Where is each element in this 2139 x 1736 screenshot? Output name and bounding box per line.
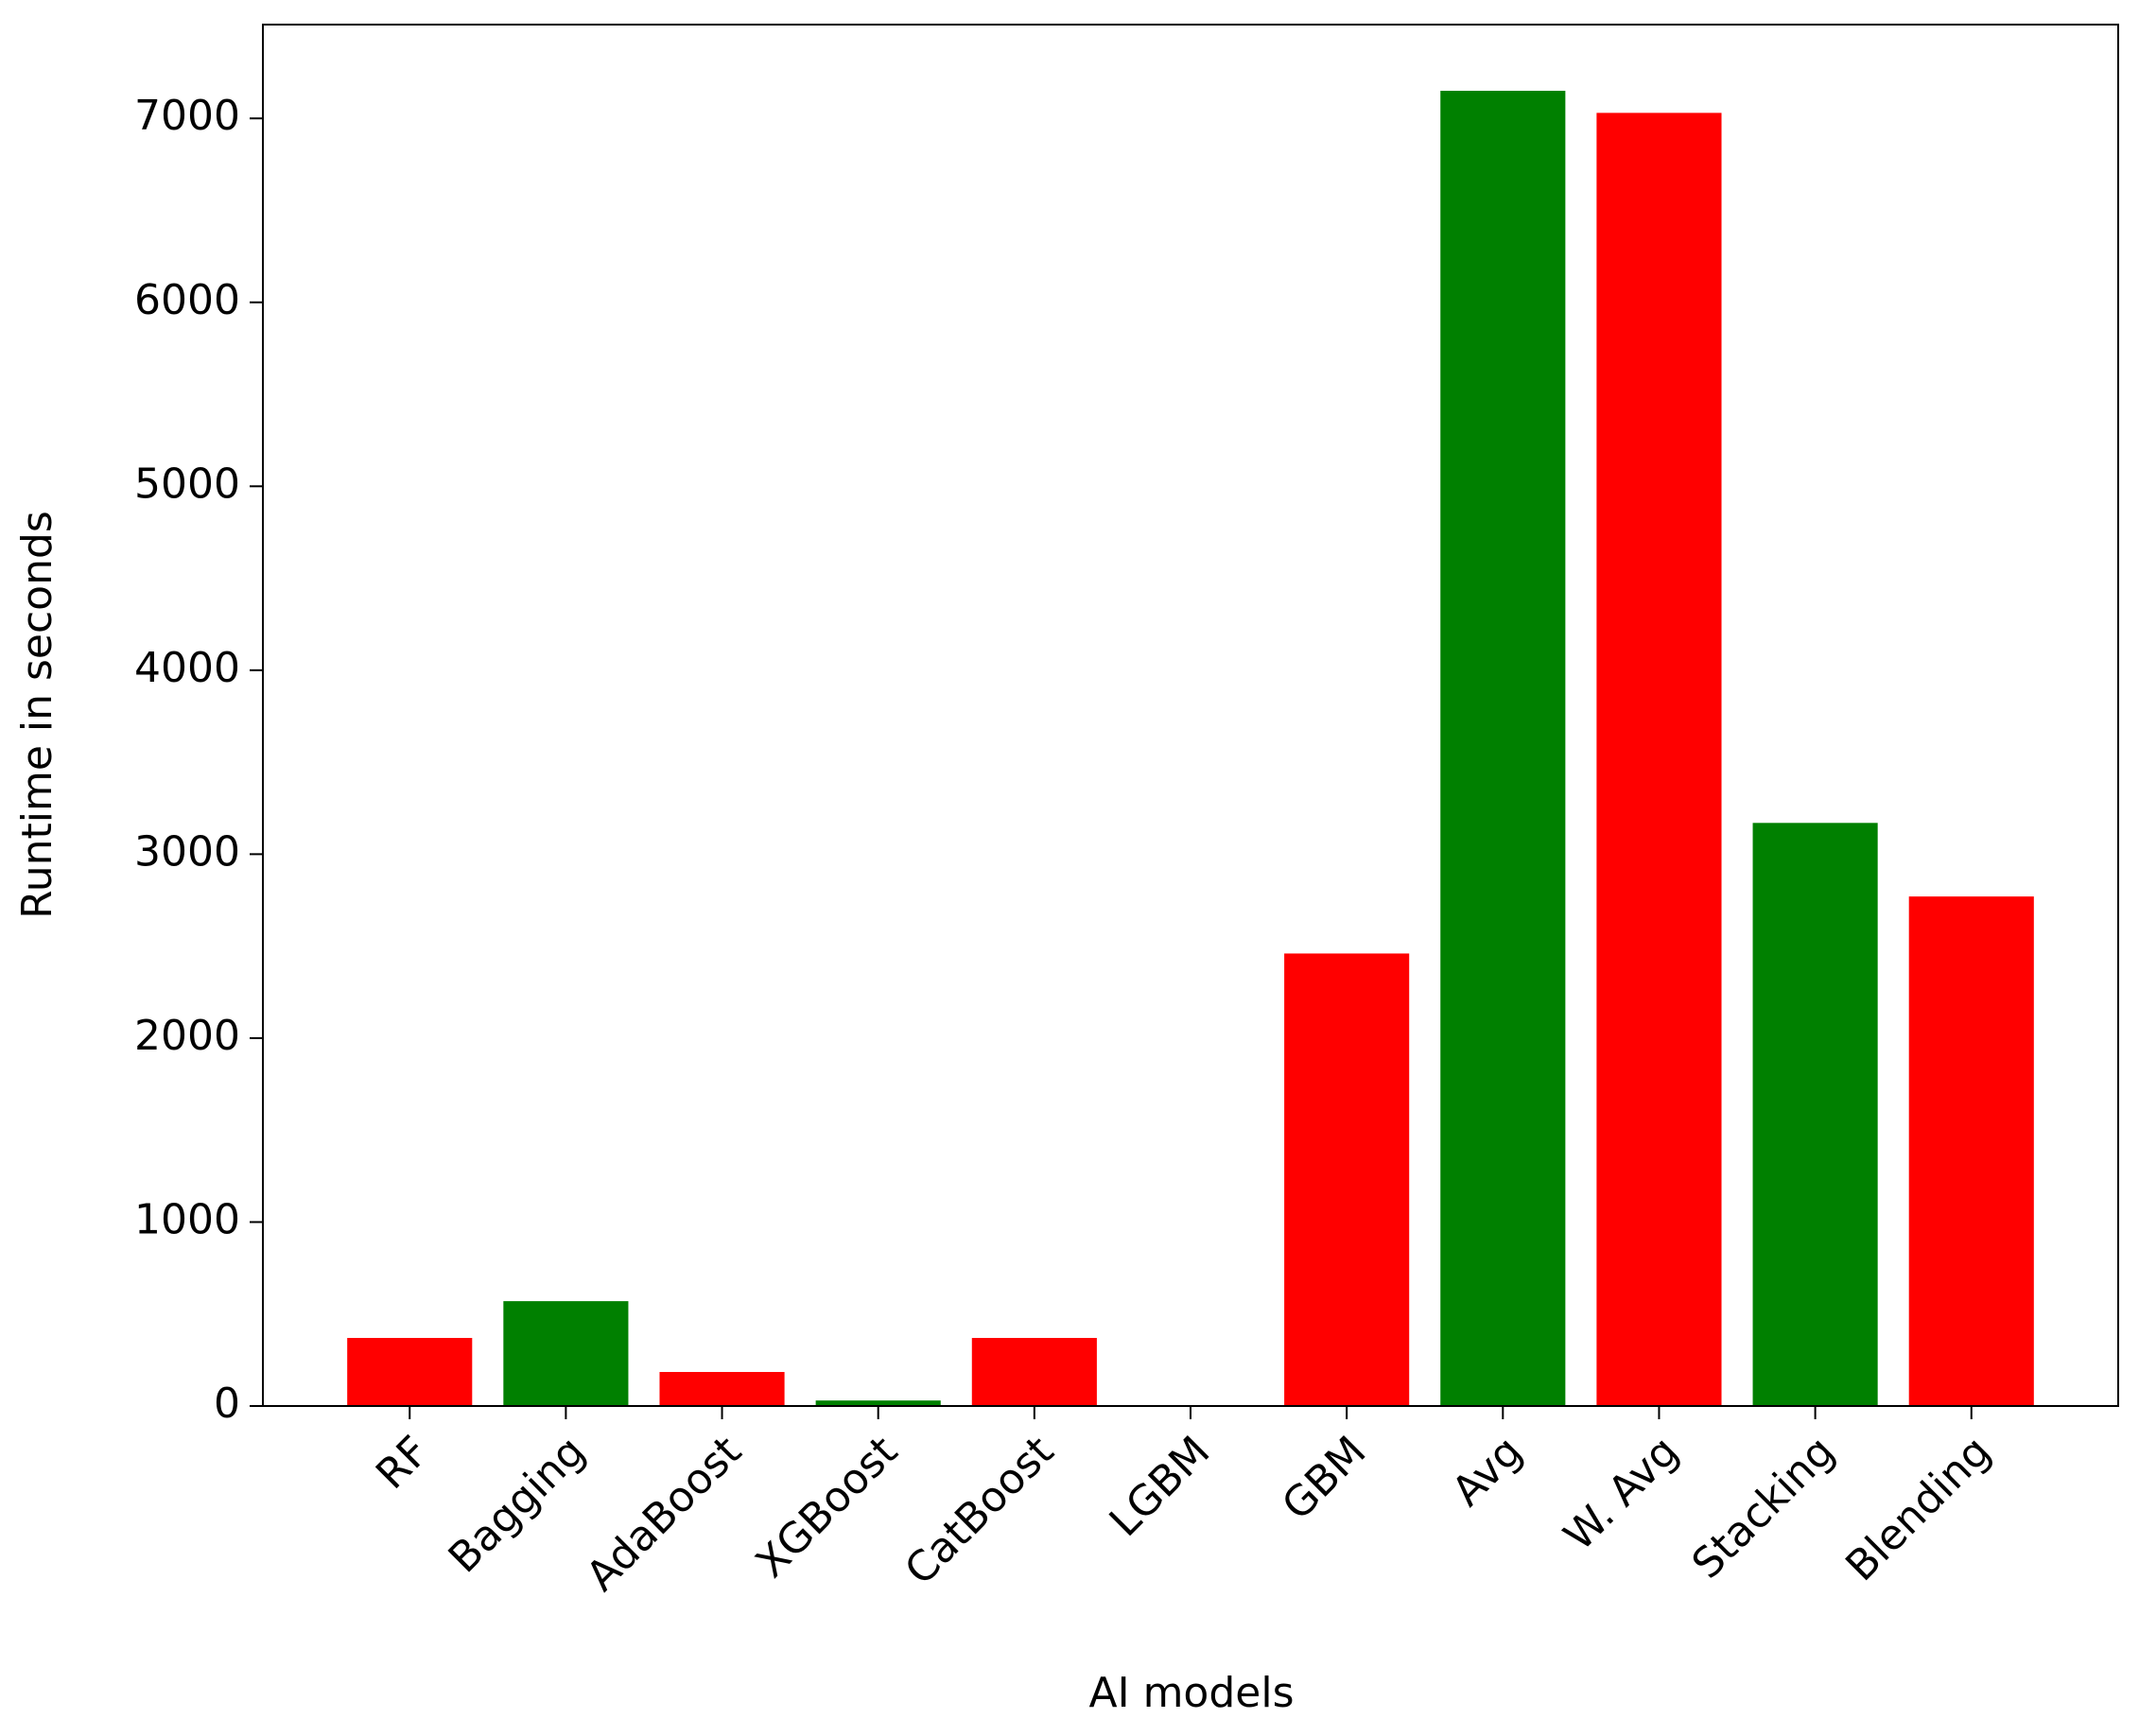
x-tick-label: Avg [1443,1427,1532,1516]
bar [1908,896,2034,1406]
y-tick-label: 1000 [134,1195,240,1243]
bar [503,1301,629,1406]
bar [659,1372,785,1406]
bar [971,1338,1097,1406]
bar [1284,953,1410,1406]
y-tick-label: 4000 [134,644,240,692]
y-tick-label: 7000 [134,92,240,140]
bar [815,1400,941,1406]
y-tick-label: 0 [214,1380,240,1428]
x-tick-label: AdaBoost [578,1427,751,1600]
bar [1752,823,1878,1406]
x-tick-label: GBM [1273,1427,1375,1529]
x-tick-label: Bagging [440,1427,595,1582]
bar [1440,91,1566,1406]
y-axis-label: Runtime in seconds [13,511,61,919]
x-tick-label: CatBoost [896,1427,1063,1594]
bar [1596,113,1722,1406]
y-tick-label: 6000 [134,276,240,324]
x-tick-label: LGBM [1101,1427,1220,1546]
x-tick-label: W. Avg [1555,1427,1688,1560]
bar [347,1338,473,1406]
y-tick-label: 3000 [134,827,240,876]
plot-frame [262,24,2119,1407]
y-tick-label: 5000 [134,460,240,508]
x-tick-label: RF [367,1427,439,1499]
x-tick-label: Blending [1836,1427,2000,1590]
x-tick-label: XGBoost [747,1427,907,1587]
x-axis-label: AI models [1089,1669,1295,1717]
x-tick-label: Stacking [1683,1427,1844,1588]
y-tick-label: 2000 [134,1012,240,1060]
